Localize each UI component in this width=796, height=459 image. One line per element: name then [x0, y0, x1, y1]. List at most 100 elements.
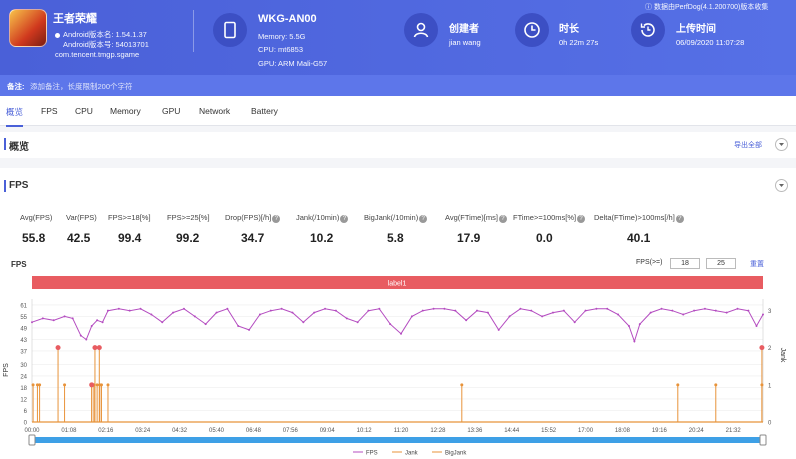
tab-cpu[interactable]: CPU — [75, 106, 93, 116]
tab-overview[interactable]: 概览 — [6, 107, 24, 127]
x-tick-label: 13:36 — [467, 428, 483, 434]
fps-point — [682, 313, 685, 316]
android-version: Android版本名: 1.54.1.37 — [63, 30, 147, 39]
tab-fps[interactable]: FPS — [41, 106, 58, 116]
help-icon[interactable]: ? — [675, 215, 684, 223]
fps-point — [747, 309, 750, 312]
fps-point — [633, 340, 636, 343]
fps-point — [389, 323, 392, 326]
x-tick-label: 02:16 — [98, 428, 114, 434]
x-tick-label: 19:16 — [652, 428, 668, 434]
y-tick-label: 61 — [20, 303, 27, 309]
x-tick-label: 21:32 — [726, 428, 742, 434]
metric-label: Jank(/10min)? — [296, 213, 349, 223]
note-bar[interactable]: 备注: 添加备注，长度限制200个字符 — [0, 75, 796, 96]
x-tick-label: 03:24 — [135, 428, 151, 434]
fps-point — [302, 321, 305, 324]
x-tick-label: 05:40 — [209, 428, 225, 434]
fps-point — [204, 323, 207, 326]
perfdog-version-text: 数据由PerfDog(4.1.200700)版本收集 — [653, 4, 769, 11]
y-tick-label: 55 — [20, 315, 27, 321]
y-tick-label: 30 — [20, 363, 27, 369]
fps-point — [725, 311, 728, 314]
help-icon[interactable]: ? — [577, 215, 586, 223]
metric-label: FPS>=18[%] — [108, 213, 151, 222]
fps-point — [248, 328, 251, 331]
clock-icon — [515, 13, 549, 47]
export-all-link[interactable]: 导出全部 — [734, 142, 762, 149]
metric-label: BigJank(/10min)? — [364, 213, 428, 223]
tab-network[interactable]: Network — [199, 106, 231, 116]
fps-point — [736, 307, 739, 310]
metric-label: Delta(FTime)>100ms[/h]? — [594, 213, 684, 223]
device-memory: Memory: 5.5G — [258, 32, 306, 41]
x-tick-label: 11:20 — [394, 428, 409, 434]
fps-point — [638, 323, 641, 326]
metric-value: 0.0 — [536, 231, 553, 245]
jank-point — [35, 383, 39, 387]
fps-point — [497, 328, 500, 331]
x-tick-label: 14:44 — [504, 428, 520, 434]
fps-point — [193, 315, 196, 318]
time-scrollbar[interactable] — [32, 437, 763, 443]
label-bar-text: label1 — [388, 281, 407, 288]
fps-point — [85, 338, 88, 341]
tab-battery[interactable]: Battery — [251, 106, 278, 116]
perfdog-version: ⓘ 数据由PerfDog(4.1.200700)版本收集 — [645, 2, 768, 12]
x-tick-label: 12:28 — [430, 428, 446, 434]
jank-point — [38, 383, 42, 387]
metric-label: FPS>=25[%] — [167, 213, 210, 222]
overview-collapse-button[interactable] — [775, 138, 788, 151]
fps-point — [345, 317, 348, 320]
threshold-input-2[interactable]: 25 — [706, 258, 736, 269]
history-icon — [631, 13, 665, 47]
jank-point — [676, 383, 680, 387]
metric-value: 42.5 — [67, 231, 91, 245]
fps-point — [432, 307, 435, 310]
help-icon[interactable]: ? — [419, 215, 428, 223]
threshold-input-1[interactable]: 18 — [670, 258, 700, 269]
fps-point — [31, 321, 33, 324]
x-tick-label: 17:00 — [578, 428, 594, 434]
x-tick-label: 10:12 — [357, 428, 373, 434]
fps-point — [161, 321, 164, 324]
note-input[interactable]: 添加备注，长度限制200个字符 — [30, 82, 133, 91]
y-tick-label: 49 — [20, 326, 27, 332]
fps-point — [400, 332, 403, 335]
scroll-handle-left[interactable] — [28, 434, 36, 446]
fps-point — [41, 317, 44, 320]
label-bar[interactable] — [32, 276, 763, 289]
user-icon — [404, 13, 438, 47]
fps-point — [551, 311, 554, 314]
legend-label: BigJank — [445, 451, 467, 457]
bigjank-point — [55, 345, 61, 351]
jank-point — [31, 383, 35, 387]
fps-collapse-button[interactable] — [775, 179, 788, 192]
fps-point — [334, 309, 337, 312]
metric-label: Avg(FPS) — [20, 213, 53, 222]
y-tick-label: 12 — [20, 397, 27, 403]
reset-button[interactable]: 重置 — [750, 261, 764, 268]
help-icon[interactable]: ? — [498, 215, 507, 223]
fps-point — [117, 307, 120, 310]
fps-point — [693, 309, 696, 312]
overview-section — [0, 132, 796, 158]
creator-title: 创建者 — [449, 24, 479, 35]
tab-gpu[interactable]: GPU — [162, 106, 181, 116]
tab-memory[interactable]: Memory — [110, 106, 141, 116]
fps-point — [671, 309, 674, 312]
app-icon — [9, 9, 47, 47]
fps-point — [573, 321, 576, 324]
fps-point — [649, 311, 652, 314]
header-divider — [193, 10, 194, 52]
help-icon[interactable]: ? — [272, 215, 281, 223]
upload-title: 上传时间 — [676, 24, 716, 35]
info-icon: ⓘ — [645, 4, 654, 11]
metric-value: 99.2 — [176, 231, 200, 245]
scroll-handle-right[interactable] — [759, 434, 767, 446]
help-icon[interactable]: ? — [340, 215, 349, 223]
metric-label: FTime>=100ms[%]? — [513, 213, 586, 223]
fps-point — [606, 307, 609, 310]
y-tick-label: 6 — [24, 409, 28, 415]
